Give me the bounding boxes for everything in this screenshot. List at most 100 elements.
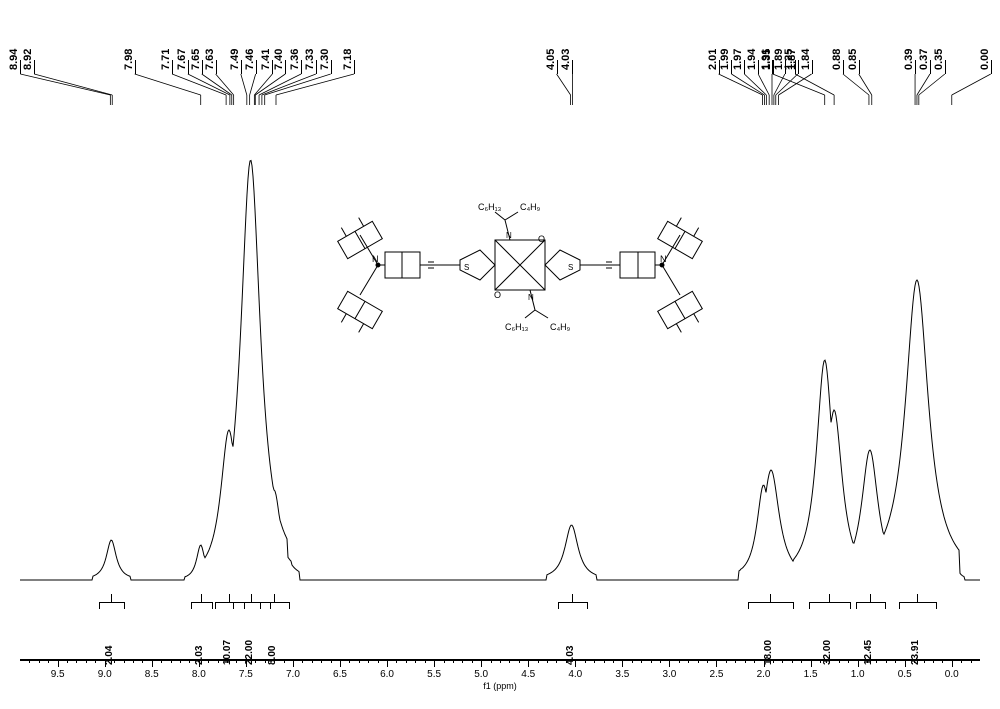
axis-minor-tick xyxy=(952,659,953,663)
axis-tick-label: 0.5 xyxy=(898,669,912,680)
axis-minor-tick xyxy=(378,659,379,663)
molecule-structure: C₆H₁₃ C₄H₉ C₆H₁₃ C₄H₉ N N O O S S N N xyxy=(300,140,740,390)
mol-label: S xyxy=(464,263,469,272)
mol-label: C₆H₁₃ xyxy=(478,202,502,212)
axis-minor-tick xyxy=(265,659,266,663)
axis-minor-tick xyxy=(933,659,934,663)
axis-minor-tick xyxy=(208,659,209,663)
axis-minor-tick xyxy=(133,659,134,663)
axis-minor-tick xyxy=(387,659,388,663)
axis-tick-label: 4.5 xyxy=(521,669,535,680)
axis-minor-tick xyxy=(698,659,699,663)
integral-stem xyxy=(229,594,230,602)
axis-minor-tick xyxy=(820,659,821,663)
axis-minor-tick xyxy=(942,659,943,663)
axis-minor-tick xyxy=(886,659,887,663)
mol-label: O xyxy=(538,234,545,244)
mol-label: N xyxy=(528,293,534,302)
axis-minor-tick xyxy=(594,659,595,663)
axis-minor-tick xyxy=(585,659,586,663)
mol-label: C₆H₁₃ xyxy=(505,322,529,332)
axis-tick-label: 2.5 xyxy=(710,669,724,680)
x-axis: 9.59.08.58.07.57.06.56.05.55.04.54.03.53… xyxy=(20,659,980,689)
axis-minor-tick xyxy=(180,659,181,663)
axis-minor-tick xyxy=(453,659,454,663)
axis-minor-tick xyxy=(622,659,623,663)
integral-bracket xyxy=(899,602,937,609)
axis-tick-label: 7.5 xyxy=(239,669,253,680)
axis-minor-tick xyxy=(839,659,840,663)
axis-minor-tick xyxy=(444,659,445,663)
integral-stem xyxy=(870,594,871,602)
axis-minor-tick xyxy=(472,659,473,663)
axis-minor-tick xyxy=(811,659,812,663)
axis-minor-tick xyxy=(161,659,162,663)
axis-minor-tick xyxy=(349,659,350,663)
axis-minor-tick xyxy=(924,659,925,663)
axis-title: f1 (ppm) xyxy=(483,681,517,691)
nmr-chart: C₆H₁₃ C₄H₉ C₆H₁₃ C₄H₉ N N O O S S N N 9.… xyxy=(0,0,1000,709)
axis-minor-tick xyxy=(255,659,256,663)
axis-minor-tick xyxy=(48,659,49,663)
axis-minor-tick xyxy=(368,659,369,663)
axis-minor-tick xyxy=(331,659,332,663)
axis-minor-tick xyxy=(528,659,529,663)
mol-label: C₄H₉ xyxy=(520,202,541,212)
integral-label: 8.00 xyxy=(267,646,278,665)
mol-label: S xyxy=(568,263,573,272)
mol-label: C₄H₉ xyxy=(550,322,571,332)
integral-bracket xyxy=(260,602,290,609)
axis-tick-label: 7.0 xyxy=(286,669,300,680)
axis-minor-tick xyxy=(142,659,143,663)
integral-label: 32.00 xyxy=(822,640,833,665)
axis-minor-tick xyxy=(801,659,802,663)
integral-bracket xyxy=(809,602,851,609)
axis-minor-tick xyxy=(895,659,896,663)
axis-minor-tick xyxy=(152,659,153,663)
axis-minor-tick xyxy=(491,659,492,663)
axis-minor-tick xyxy=(782,659,783,663)
axis-minor-tick xyxy=(716,659,717,663)
axis-minor-tick xyxy=(641,659,642,663)
axis-tick-label: 0.0 xyxy=(945,669,959,680)
axis-minor-tick xyxy=(538,659,539,663)
mol-label: N xyxy=(506,231,512,240)
axis-minor-tick xyxy=(415,659,416,663)
axis-minor-tick xyxy=(613,659,614,663)
integral-stem xyxy=(111,594,112,602)
axis-minor-tick xyxy=(707,659,708,663)
axis-minor-tick xyxy=(905,659,906,663)
integral-label: 2.03 xyxy=(194,646,205,665)
axis-minor-tick xyxy=(604,659,605,663)
axis-minor-tick xyxy=(312,659,313,663)
axis-minor-tick xyxy=(95,659,96,663)
mol-label: N xyxy=(372,254,379,264)
integral-label: 12.45 xyxy=(863,640,874,665)
axis-tick-label: 6.5 xyxy=(333,669,347,680)
integral-bracket xyxy=(856,602,886,609)
integral-label: 2.04 xyxy=(104,646,115,665)
axis-minor-tick xyxy=(651,659,652,663)
axis-minor-tick xyxy=(396,659,397,663)
axis-minor-tick xyxy=(726,659,727,663)
axis-minor-tick xyxy=(679,659,680,663)
integral-stem xyxy=(917,594,918,602)
axis-tick-label: 4.0 xyxy=(568,669,582,680)
molecule-svg: C₆H₁₃ C₄H₉ C₆H₁₃ C₄H₉ N N O O S S N N xyxy=(300,140,740,390)
integral-label: 10.07 xyxy=(222,640,233,665)
axis-minor-tick xyxy=(284,659,285,663)
axis-tick-label: 3.5 xyxy=(615,669,629,680)
axis-minor-tick xyxy=(218,659,219,663)
axis-tick-label: 1.5 xyxy=(804,669,818,680)
axis-minor-tick xyxy=(971,659,972,663)
axis-tick-label: 8.0 xyxy=(192,669,206,680)
axis-minor-tick xyxy=(876,659,877,663)
axis-tick-label: 5.5 xyxy=(427,669,441,680)
axis-minor-tick xyxy=(425,659,426,663)
axis-minor-tick xyxy=(236,659,237,663)
integral-stem xyxy=(274,594,275,602)
axis-minor-tick xyxy=(58,659,59,663)
axis-minor-tick xyxy=(171,659,172,663)
axis-tick-label: 9.0 xyxy=(98,669,112,680)
integral-bracket xyxy=(99,602,125,609)
